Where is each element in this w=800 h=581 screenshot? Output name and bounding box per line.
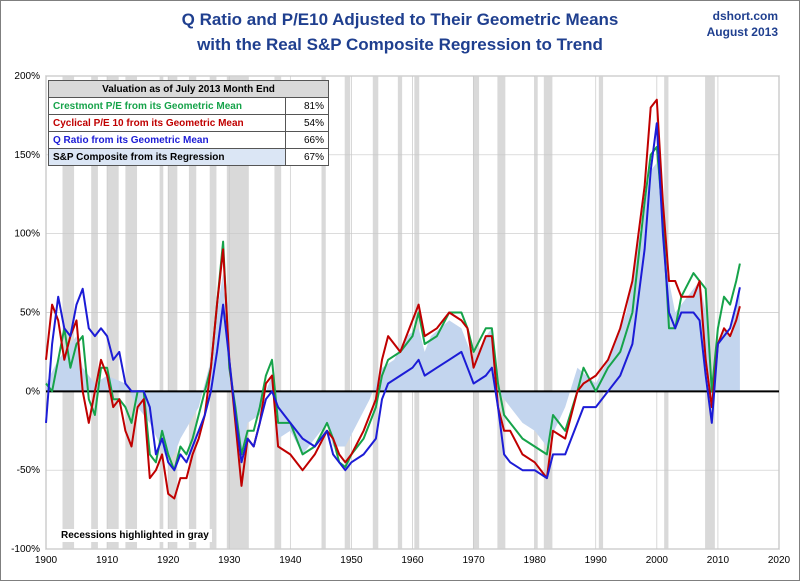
x-tick-label: 1970	[462, 555, 485, 566]
legend-value-sp-composite: 67%	[285, 148, 329, 166]
x-tick-label: 1930	[218, 555, 241, 566]
legend-value-pe10: 54%	[285, 114, 329, 132]
series-pe10-line	[45, 98, 741, 500]
y-tick-label: -50%	[17, 465, 40, 476]
recession-note: Recessions highlighted in gray	[58, 529, 212, 542]
y-tick-label: 50%	[20, 308, 40, 319]
axis-ticks: 1900 1910 1920 1930 1940 1950 1960 1970 1980 1990…	[11, 71, 790, 566]
y-tick-label: 0%	[26, 386, 41, 397]
legend-label-sp-composite: S&P Composite from its Regression	[48, 148, 286, 166]
x-tick-label: 1960	[401, 555, 424, 566]
x-tick-label: 2020	[768, 555, 791, 566]
chart-title-line2: with the Real S&P Composite Regression t…	[197, 35, 603, 54]
x-tick-label: 1990	[585, 555, 608, 566]
x-tick-label: 2010	[707, 555, 730, 566]
y-tick-label: 100%	[14, 229, 40, 240]
x-tick-label: 1980	[524, 555, 547, 566]
series-q-ratio-line	[45, 122, 741, 480]
series-lines	[45, 98, 741, 500]
y-tick-label: 200%	[14, 71, 40, 82]
x-tick-label: 1910	[96, 555, 119, 566]
x-tick-label: 1900	[35, 555, 58, 566]
x-tick-label: 1940	[279, 555, 302, 566]
y-tick-label: -100%	[11, 544, 40, 555]
x-tick-label: 2000	[646, 555, 669, 566]
legend-heading: Valuation as of July 2013 Month End	[48, 80, 329, 98]
legend-label-q-ratio: Q Ratio from its Geometric Mean	[48, 131, 286, 149]
valuation-legend: Valuation as of July 2013 Month End Cres…	[48, 80, 329, 166]
legend-label-pe10: Cyclical P/E 10 from its Geometric Mean	[48, 114, 286, 132]
chart-title-line1: Q Ratio and P/E10 Adjusted to Their Geom…	[181, 10, 619, 29]
credit-site: dshort.com	[712, 9, 778, 23]
y-tick-label: 150%	[14, 150, 40, 161]
x-tick-label: 1950	[340, 555, 363, 566]
legend-label-crestmont: Crestmont P/E from its Geometric Mean	[48, 97, 286, 115]
sp-area-layer	[46, 162, 740, 463]
series-sp-composite-area	[46, 162, 740, 463]
legend-value-q-ratio: 66%	[285, 131, 329, 149]
legend-value-crestmont: 81%	[285, 97, 329, 115]
x-tick-label: 1920	[157, 555, 180, 566]
credit-date: August 2013	[706, 25, 778, 39]
